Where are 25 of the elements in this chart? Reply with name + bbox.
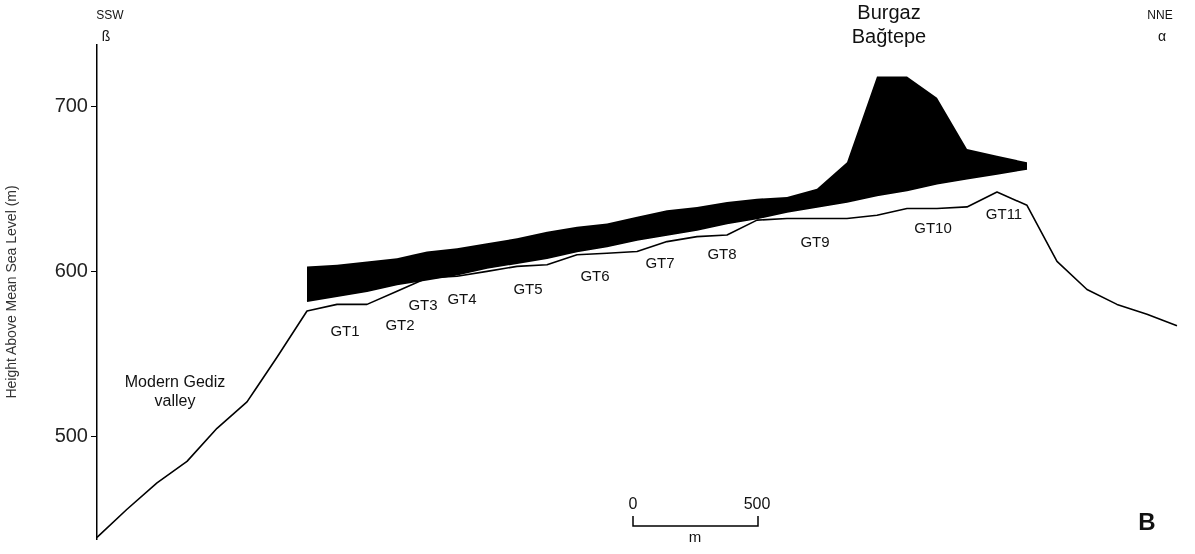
text: ß	[100, 28, 112, 45]
annotation: 500	[742, 494, 772, 514]
annotation: GT8	[706, 245, 738, 263]
annotation: GT1	[329, 322, 361, 340]
annotation: GT4	[446, 290, 478, 308]
annotation: GT10	[913, 219, 953, 237]
annotation: GT2	[384, 316, 416, 334]
y-tick-label: 600	[54, 258, 88, 281]
text: α	[1156, 28, 1168, 45]
annotation: GT5	[512, 280, 544, 298]
y-tick-label: 500	[54, 424, 88, 447]
annotation: B	[1137, 508, 1157, 537]
annotation: GT9	[799, 233, 831, 251]
annotation: GT11	[984, 205, 1024, 223]
annotation: Modern Gediz valley	[123, 372, 227, 411]
text: NNE	[1146, 8, 1174, 23]
annotation: GT7	[644, 254, 676, 272]
annotation: GT6	[579, 267, 611, 285]
y-axis-title: Height Above Mean Sea Level (m)	[3, 185, 20, 399]
text: SSW	[95, 8, 125, 23]
annotation: m	[687, 528, 703, 546]
y-tick-label: 700	[54, 93, 88, 116]
annotation: 0	[627, 494, 639, 514]
annotation: GT3	[407, 296, 439, 314]
annotation: Burgaz Bağtepe	[850, 0, 928, 48]
